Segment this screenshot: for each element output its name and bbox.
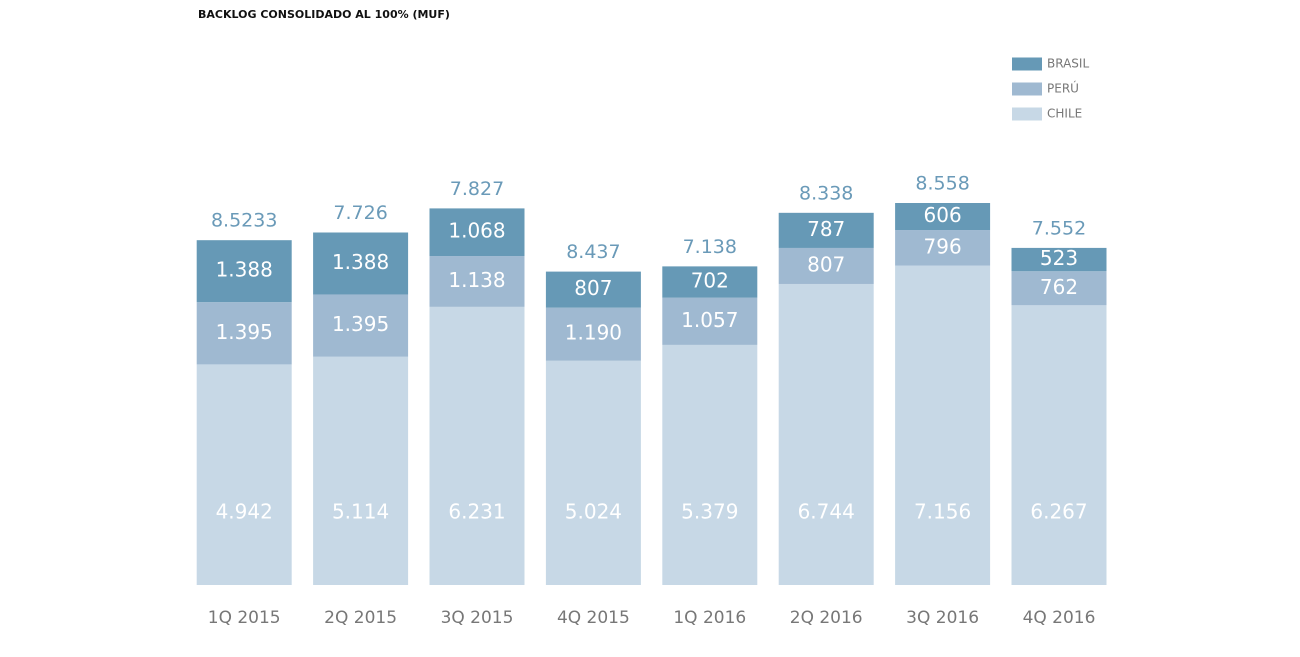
bar-segment xyxy=(662,344,758,585)
bar-segment xyxy=(778,247,874,284)
x-tick-label: 4Q 2016 xyxy=(1023,608,1096,628)
x-tick-label: 3Q 2015 xyxy=(441,608,514,628)
x-tick-label: 2Q 2015 xyxy=(324,608,397,628)
value-label: 5.379 xyxy=(681,500,738,524)
value-label: 6.231 xyxy=(448,500,505,524)
x-tick-label: 3Q 2016 xyxy=(906,608,979,628)
bar-segment xyxy=(1011,271,1107,306)
chart-title: BACKLOG CONSOLIDADO AL 100% (MUF) xyxy=(198,8,450,21)
value-label: 5.024 xyxy=(565,500,622,524)
total-label: 7.138 xyxy=(683,236,737,258)
bar-segment xyxy=(545,360,641,585)
value-label: 807 xyxy=(807,252,845,276)
total-label: 7.827 xyxy=(450,178,504,200)
value-label: 7.156 xyxy=(914,500,971,524)
bar-segment xyxy=(429,306,525,585)
bar-segment xyxy=(429,208,525,257)
value-label: 1.057 xyxy=(681,308,738,332)
bar-segment xyxy=(196,364,292,585)
value-label: 4.942 xyxy=(216,500,273,524)
x-tick-label: 1Q 2015 xyxy=(208,608,281,628)
value-label: 702 xyxy=(691,269,729,293)
total-label: 8.558 xyxy=(915,173,969,195)
total-label: 8.5233 xyxy=(211,210,277,232)
legend-label: PERÚ xyxy=(1047,81,1079,96)
value-label: 1.388 xyxy=(216,258,273,282)
value-label: 606 xyxy=(924,203,962,227)
x-tick-label: 4Q 2015 xyxy=(557,608,630,628)
value-label: 1.138 xyxy=(448,268,505,292)
legend-swatch xyxy=(1012,82,1042,96)
bar-segment xyxy=(545,307,641,361)
value-label: 787 xyxy=(807,217,845,241)
legend-label: CHILE xyxy=(1047,107,1082,121)
bar-segment xyxy=(778,283,874,585)
value-label: 6.267 xyxy=(1030,500,1087,524)
value-label: 523 xyxy=(1040,246,1078,270)
total-label: 7.552 xyxy=(1032,217,1086,239)
bar-segment xyxy=(196,240,292,303)
bar-segment xyxy=(1011,305,1107,585)
legend-label: BRASIL xyxy=(1047,57,1089,71)
bar-segment xyxy=(662,297,758,345)
value-label: 796 xyxy=(924,234,962,258)
legend-swatch xyxy=(1012,107,1042,121)
value-label: 1.190 xyxy=(565,321,622,345)
bar-segment xyxy=(662,266,758,298)
x-tick-label: 2Q 2016 xyxy=(790,608,863,628)
bar-segment xyxy=(778,212,874,248)
bar-segment xyxy=(313,356,409,585)
total-label: 7.726 xyxy=(333,202,387,224)
value-label: 1.395 xyxy=(216,320,273,344)
bar-segment xyxy=(545,271,641,308)
value-label: 5.114 xyxy=(332,500,389,524)
value-label: 1.068 xyxy=(448,219,505,243)
bar-segment xyxy=(895,203,991,231)
bar-segment xyxy=(895,265,991,585)
bar-segment xyxy=(313,232,409,295)
legend-swatch xyxy=(1012,57,1042,71)
bar-segment xyxy=(313,294,409,357)
value-label: 807 xyxy=(574,276,612,300)
total-label: 8.437 xyxy=(566,241,620,263)
value-label: 1.395 xyxy=(332,312,389,336)
bar-segment xyxy=(196,302,292,365)
value-label: 1.388 xyxy=(332,250,389,274)
x-tick-label: 1Q 2016 xyxy=(673,608,746,628)
bar-segment xyxy=(895,230,991,266)
value-label: 6.744 xyxy=(798,500,855,524)
bar-segment xyxy=(1011,247,1107,272)
total-label: 8.338 xyxy=(799,182,853,204)
bar-segment xyxy=(429,256,525,307)
value-label: 762 xyxy=(1040,275,1078,299)
